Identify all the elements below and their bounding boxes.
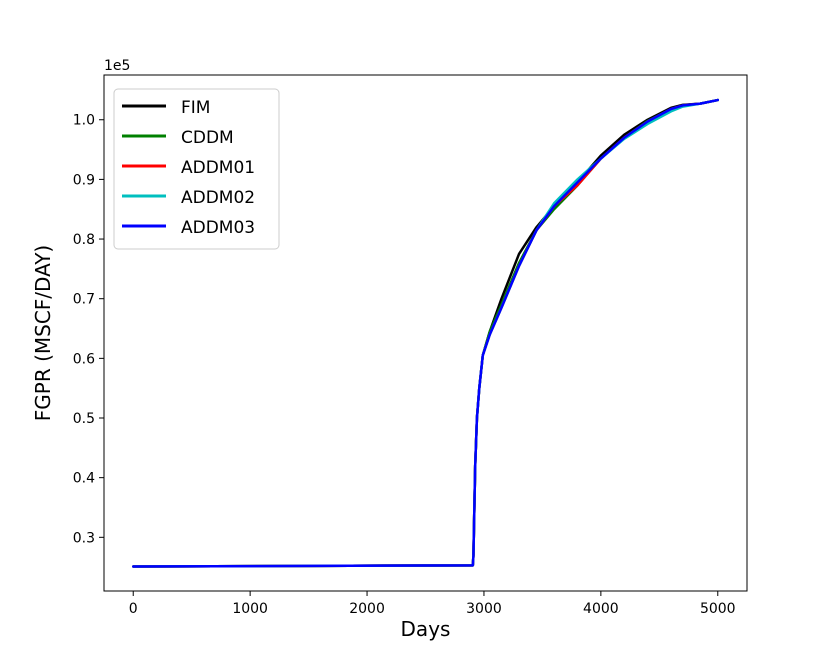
y-tick-label: 0.7 bbox=[73, 292, 95, 308]
legend-label-addm03: ADDM03 bbox=[181, 218, 255, 238]
y-tick-label: 0.6 bbox=[73, 351, 95, 367]
y-tick-label: 0.5 bbox=[73, 411, 95, 427]
y-tick-label: 0.3 bbox=[73, 530, 95, 546]
y-axis-label: FGPR (MSCF/DAY) bbox=[31, 245, 55, 421]
x-tick-label: 5000 bbox=[700, 601, 736, 617]
ticks-layer: 0 1000 2000 3000 4000 5000 0.3 0.4 0.5 0.6 0.7 0.8 0… bbox=[73, 113, 736, 617]
x-tick-label: 3000 bbox=[466, 601, 502, 617]
legend-label-addm01: ADDM01 bbox=[181, 158, 255, 178]
y-tick-label: 0.9 bbox=[73, 172, 95, 188]
legend-label-addm02: ADDM02 bbox=[181, 188, 255, 208]
y-axis-multiplier: 1e5 bbox=[104, 58, 130, 74]
legend-label-fim: FIM bbox=[181, 98, 210, 118]
y-tick-label: 0.4 bbox=[73, 471, 95, 487]
x-tick-label: 1000 bbox=[232, 601, 268, 617]
series-line-addm03 bbox=[131, 98, 720, 568]
y-tick-label: 0.8 bbox=[73, 232, 95, 248]
series-layer bbox=[131, 98, 720, 568]
y-tick-label: 1.0 bbox=[73, 113, 95, 129]
x-tick-label: 4000 bbox=[583, 601, 619, 617]
legend: FIM CDDM ADDM01 ADDM02 ADDM03 bbox=[113, 88, 280, 250]
legend-box bbox=[113, 88, 280, 250]
plot-frame bbox=[103, 74, 748, 592]
x-tick-label: 2000 bbox=[349, 601, 385, 617]
legend-label-cddm: CDDM bbox=[181, 128, 234, 148]
x-axis-label: Days bbox=[401, 617, 451, 641]
x-tick-label: 0 bbox=[129, 601, 138, 617]
